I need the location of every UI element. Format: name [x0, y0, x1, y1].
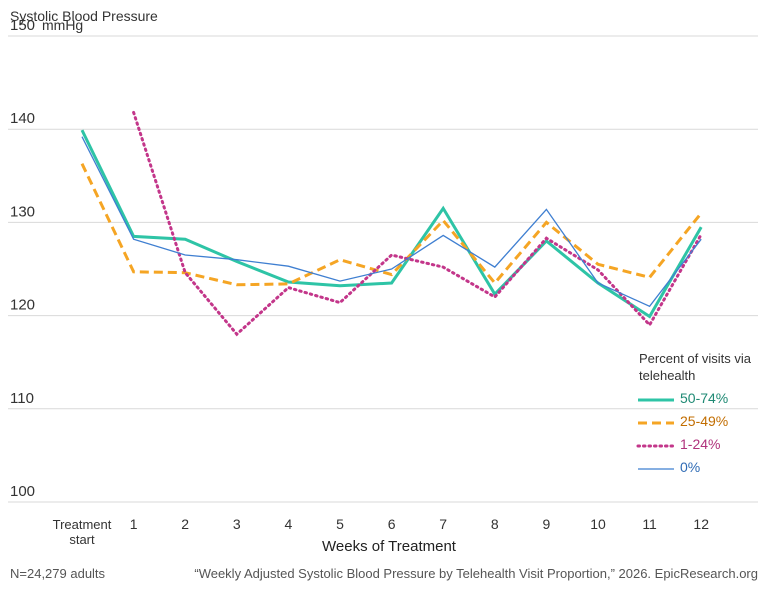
x-tick-label: 8 [491, 516, 499, 532]
legend-swatch [636, 444, 676, 448]
x-tick-label: 12 [693, 516, 709, 532]
legend-label: 0% [680, 459, 701, 475]
legend-swatch [638, 468, 674, 470]
y-axis-unit: mmHg [42, 17, 83, 33]
x-tick-label: start [69, 532, 95, 547]
y-tick-label: 120 [10, 297, 35, 314]
series-line-1-24% [132, 110, 703, 337]
x-tick-label: 1 [130, 516, 138, 532]
x-tick-label: 3 [233, 516, 241, 532]
chart-title: Systolic Blood Pressure [10, 8, 158, 24]
series-line-25-49% [80, 163, 703, 287]
legend-label: 25-49% [680, 413, 729, 429]
legend-title: Percent of visits via telehealth [639, 351, 751, 383]
x-tick-label: 7 [439, 516, 447, 532]
y-tick-label: 140 [10, 110, 35, 127]
legend-label: 50-74% [680, 390, 729, 406]
footer-sample-size: N=24,279 adults [10, 566, 106, 581]
x-tick-label: 6 [388, 516, 396, 532]
y-tick-label: 150 [10, 17, 35, 34]
x-tick-label: 10 [590, 516, 606, 532]
series-line-50-74% [80, 129, 703, 319]
x-tick-label: 9 [543, 516, 551, 532]
x-tick-label: 5 [336, 516, 344, 532]
y-tick-label: 110 [10, 390, 34, 407]
y-tick-label: 100 [10, 483, 35, 500]
x-axis-title: Weeks of Treatment [322, 538, 456, 555]
x-tick-label: 4 [285, 516, 293, 532]
legend-swatch [638, 398, 674, 402]
x-tick-label: Treatment [53, 517, 112, 532]
x-tick-label: 11 [642, 516, 657, 532]
footer-source: “Weekly Adjusted Systolic Blood Pressure… [194, 566, 758, 581]
series-line-0% [81, 136, 702, 308]
legend-swatch [638, 421, 674, 425]
y-tick-label: 130 [10, 203, 35, 220]
legend-label: 1-24% [680, 436, 721, 452]
x-tick-label: 2 [181, 516, 189, 532]
